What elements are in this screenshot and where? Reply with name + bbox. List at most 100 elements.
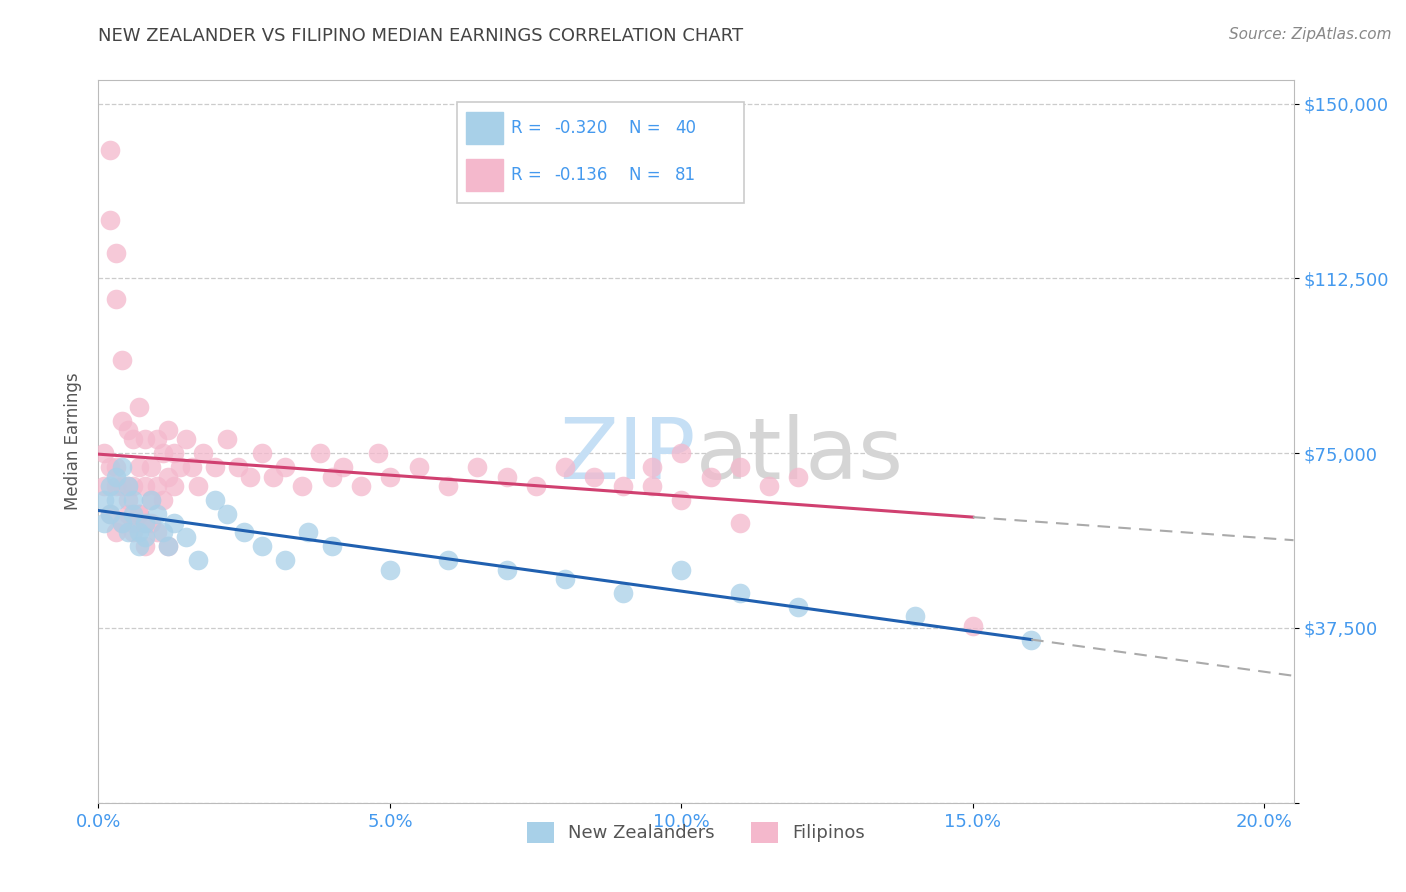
Point xyxy=(134,516,156,530)
Point xyxy=(437,479,460,493)
Point xyxy=(139,492,162,507)
Point xyxy=(98,507,121,521)
Point xyxy=(367,446,389,460)
Point xyxy=(128,507,150,521)
Point xyxy=(233,525,256,540)
Point xyxy=(93,446,115,460)
Point xyxy=(239,469,262,483)
Point xyxy=(122,432,145,446)
Point xyxy=(962,618,984,632)
Point xyxy=(228,460,250,475)
Point xyxy=(111,479,134,493)
Point xyxy=(122,507,145,521)
Point xyxy=(378,563,401,577)
Point xyxy=(117,423,139,437)
Point xyxy=(122,525,145,540)
Point xyxy=(163,479,186,493)
Point xyxy=(204,460,226,475)
Point xyxy=(495,563,517,577)
Point xyxy=(157,540,180,554)
Point xyxy=(274,460,297,475)
Point xyxy=(671,446,693,460)
Point xyxy=(139,492,162,507)
Point xyxy=(157,469,180,483)
Point xyxy=(582,469,605,483)
Point xyxy=(274,553,297,567)
Point xyxy=(467,460,489,475)
Point xyxy=(291,479,314,493)
Point xyxy=(524,479,547,493)
Point xyxy=(128,540,150,554)
Point xyxy=(93,516,115,530)
Point xyxy=(169,460,191,475)
Point xyxy=(612,586,634,600)
Point xyxy=(787,600,810,615)
Point xyxy=(134,530,156,544)
Point xyxy=(98,213,121,227)
Point xyxy=(128,400,150,414)
Point xyxy=(111,413,134,427)
Point xyxy=(139,460,162,475)
Text: Source: ZipAtlas.com: Source: ZipAtlas.com xyxy=(1229,27,1392,42)
Point xyxy=(174,530,197,544)
Point xyxy=(350,479,373,493)
Point xyxy=(163,516,186,530)
Point xyxy=(98,507,121,521)
Point xyxy=(321,540,343,554)
Point xyxy=(554,460,576,475)
Point xyxy=(93,479,115,493)
Point xyxy=(204,492,226,507)
Point xyxy=(122,479,145,493)
Point xyxy=(134,479,156,493)
Point xyxy=(612,479,634,493)
Point xyxy=(134,432,156,446)
Point xyxy=(128,507,150,521)
Point xyxy=(145,479,167,493)
Point xyxy=(250,446,273,460)
Text: ZIP: ZIP xyxy=(560,415,696,498)
Point xyxy=(903,609,925,624)
Point xyxy=(787,469,810,483)
Point xyxy=(117,525,139,540)
Point xyxy=(134,540,156,554)
Text: atlas: atlas xyxy=(696,415,904,498)
Point xyxy=(728,516,751,530)
Point xyxy=(139,516,162,530)
Point xyxy=(134,516,156,530)
Point xyxy=(332,460,354,475)
Point xyxy=(111,353,134,368)
Point xyxy=(250,540,273,554)
Point xyxy=(193,446,215,460)
Point xyxy=(728,460,751,475)
Point xyxy=(297,525,319,540)
Point xyxy=(641,479,664,493)
Point xyxy=(180,460,202,475)
Point xyxy=(554,572,576,586)
Point xyxy=(104,525,127,540)
Point xyxy=(98,460,121,475)
Point xyxy=(98,143,121,157)
Point xyxy=(111,516,134,530)
Point xyxy=(186,479,208,493)
Point xyxy=(641,460,664,475)
Point xyxy=(378,469,401,483)
Point xyxy=(104,293,127,307)
Point xyxy=(174,432,197,446)
Point xyxy=(104,469,127,483)
Point xyxy=(671,492,693,507)
Point xyxy=(104,245,127,260)
Point xyxy=(117,479,139,493)
Text: NEW ZEALANDER VS FILIPINO MEDIAN EARNINGS CORRELATION CHART: NEW ZEALANDER VS FILIPINO MEDIAN EARNING… xyxy=(98,27,744,45)
Point xyxy=(111,516,134,530)
Point xyxy=(145,432,167,446)
Point xyxy=(145,507,167,521)
Point xyxy=(408,460,430,475)
Point xyxy=(128,460,150,475)
Point xyxy=(122,492,145,507)
Point xyxy=(157,540,180,554)
Point xyxy=(98,479,121,493)
Point xyxy=(437,553,460,567)
Point xyxy=(495,469,517,483)
Point xyxy=(93,492,115,507)
Point xyxy=(104,479,127,493)
